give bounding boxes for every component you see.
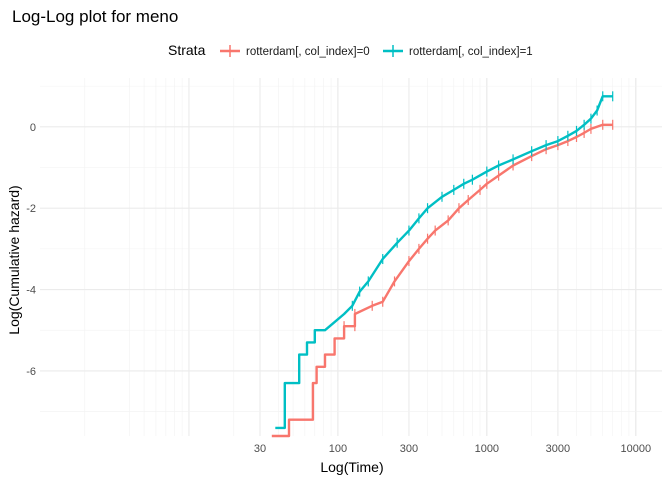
grid — [40, 78, 662, 436]
y-tick-label: -2 — [26, 203, 36, 215]
legend-label-1: rotterdam[, col_index]=1 — [409, 46, 533, 58]
x-tick-label: 10000 — [620, 443, 651, 455]
x-tick-labels: 30 100 300 1000 3000 10000 — [254, 443, 651, 455]
x-tick-label: 1000 — [475, 443, 499, 455]
legend-label-0: rotterdam[, col_index]=0 — [246, 46, 370, 58]
legend-item-1: rotterdam[, col_index]=1 — [383, 45, 533, 58]
x-tick-label: 300 — [400, 443, 418, 455]
chart-title: Log-Log plot for meno — [12, 7, 178, 26]
x-tick-label: 100 — [329, 443, 347, 455]
legend: Strata rotterdam[, col_index]=0 rotterda… — [168, 42, 533, 58]
y-tick-label: -4 — [26, 285, 36, 297]
x-tick-label: 30 — [254, 443, 266, 455]
x-axis-title: Log(Time) — [320, 459, 383, 475]
y-axis-title: Log(Cumulative hazard) — [6, 185, 22, 334]
y-tick-label: -6 — [26, 366, 36, 378]
legend-item-0: rotterdam[, col_index]=0 — [220, 45, 370, 58]
series-layer — [271, 91, 614, 438]
series-line-0 — [271, 123, 613, 438]
series-line-1 — [275, 95, 613, 430]
y-tick-label: 0 — [30, 122, 36, 134]
legend-title: Strata — [168, 42, 206, 58]
y-tick-labels: 0 -2 -4 -6 — [26, 122, 36, 378]
x-tick-label: 3000 — [546, 443, 570, 455]
